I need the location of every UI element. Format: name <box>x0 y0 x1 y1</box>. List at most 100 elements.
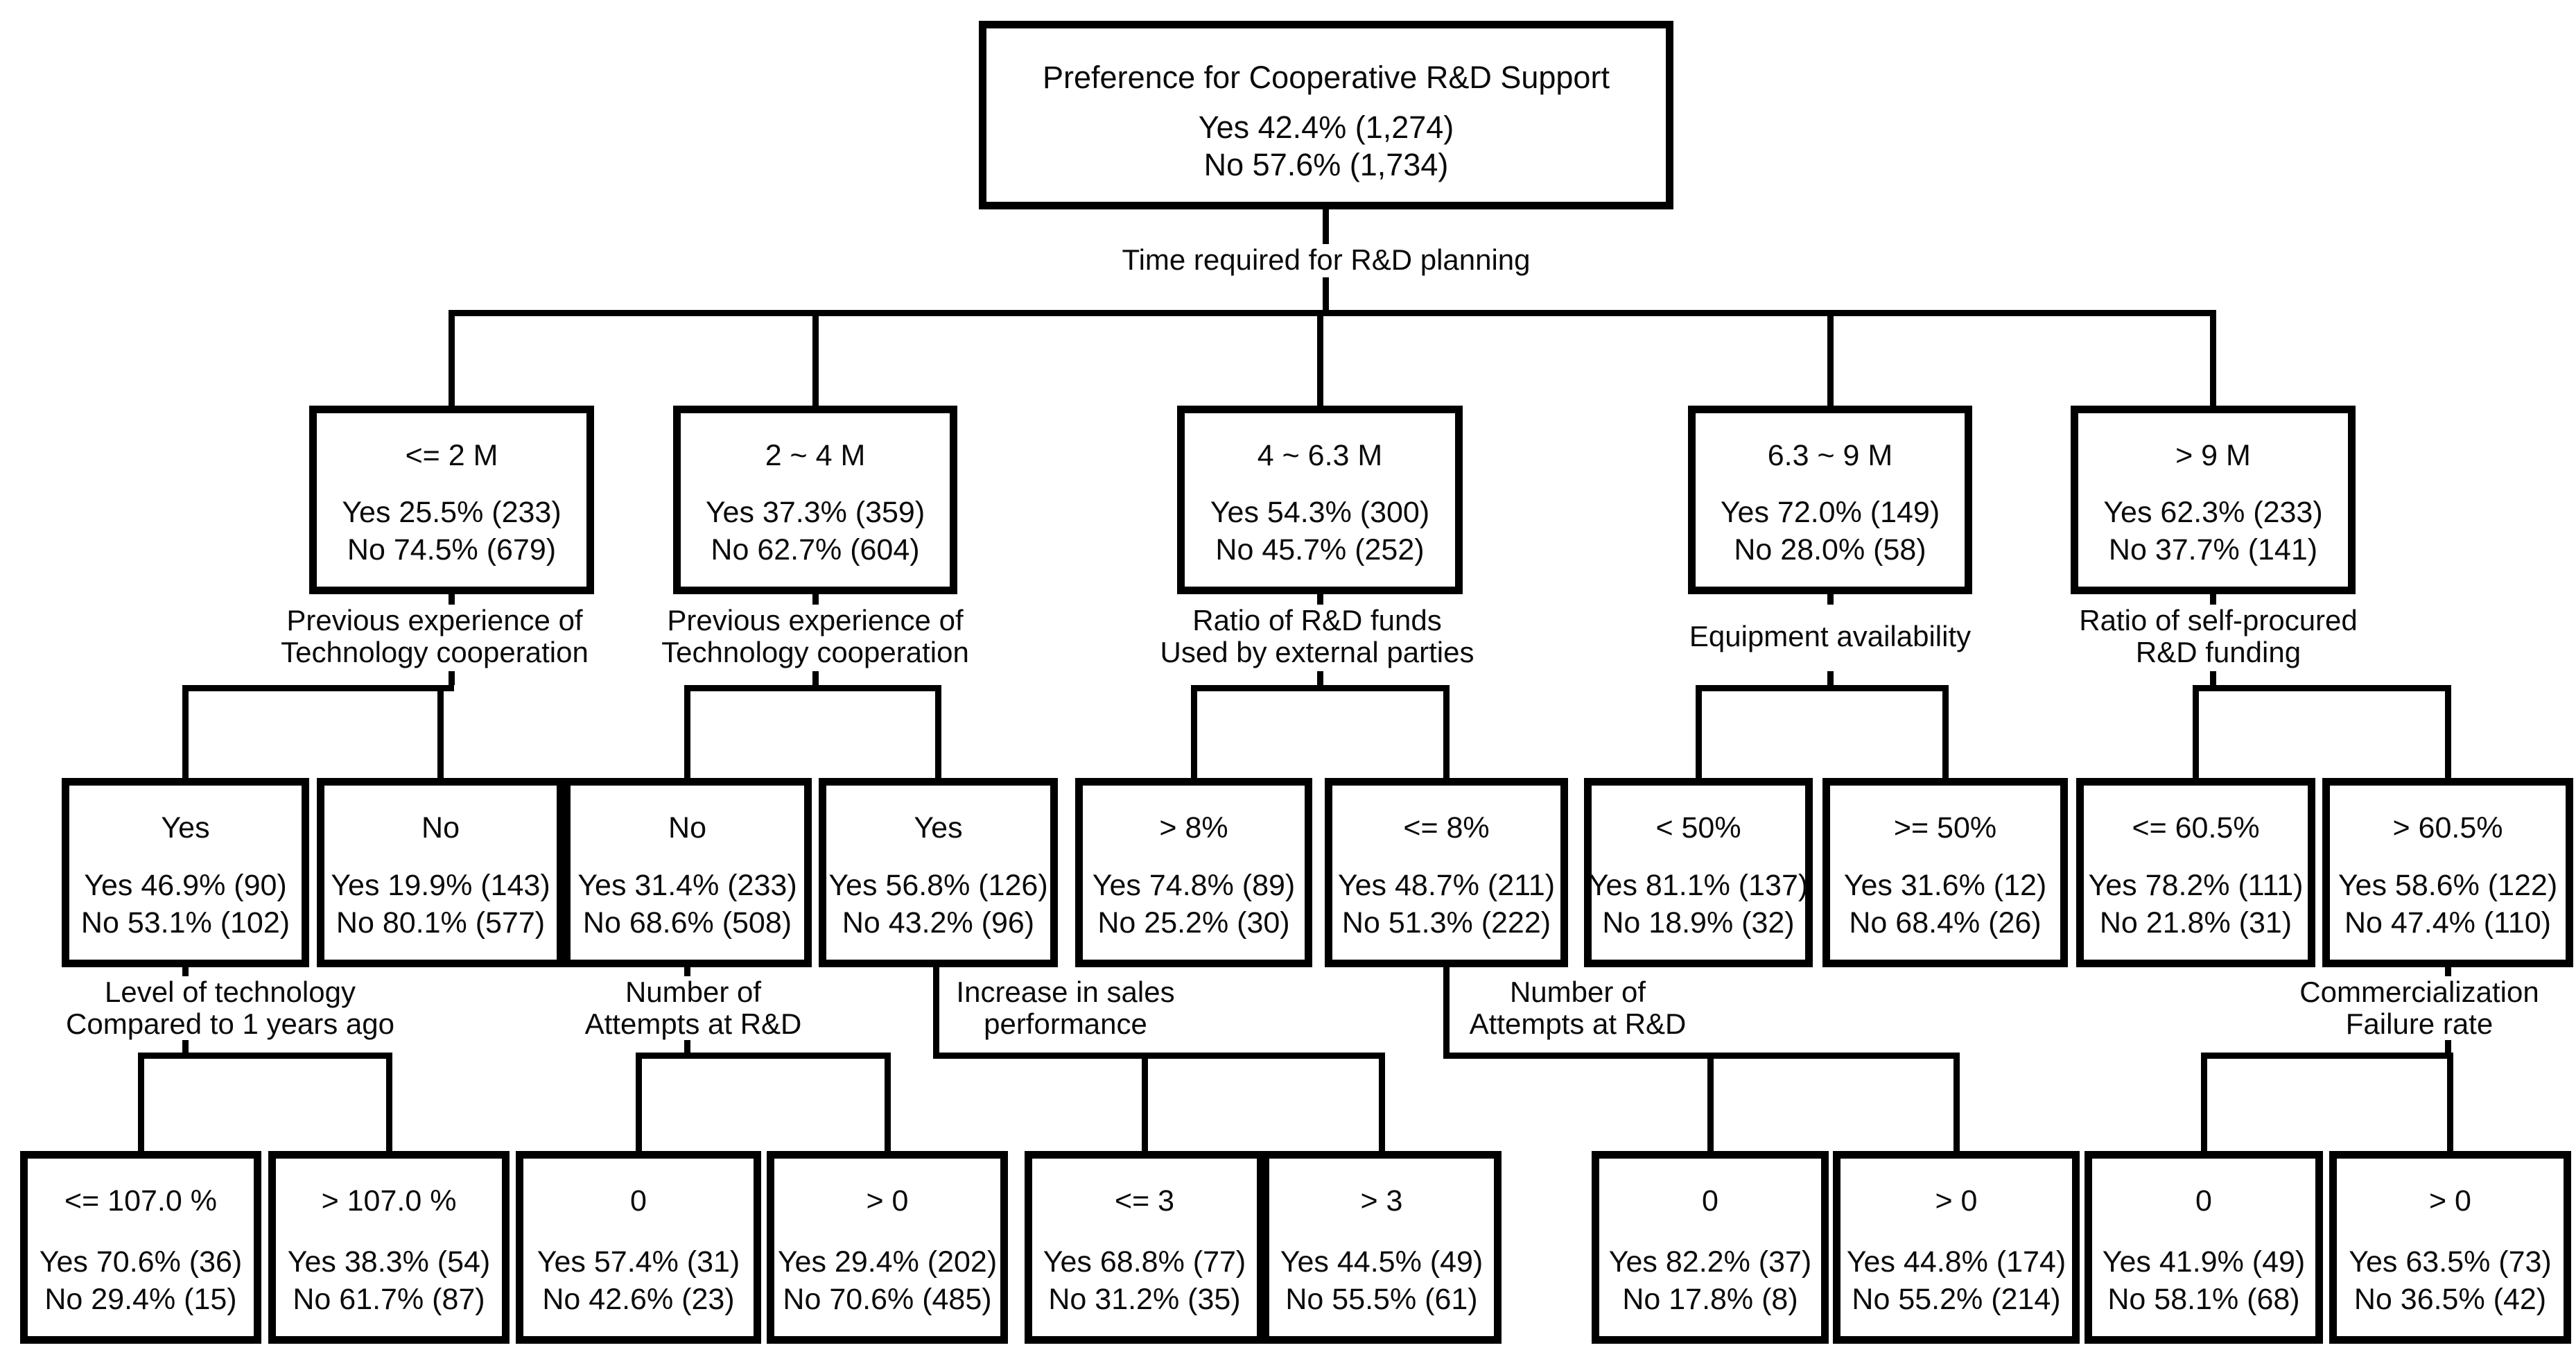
node-yes-value: Yes 62.3% (233) <box>2103 496 2323 529</box>
node-no-value: No 17.8% (8) <box>1622 1283 1798 1316</box>
tree-node: > 3 Yes 44.5% (49) No 55.5% (61) <box>1262 1151 1502 1344</box>
node-no-value: No 62.7% (604) <box>711 533 920 566</box>
node-title: 0 <box>1702 1184 1718 1218</box>
connector-line <box>1443 1053 1959 1059</box>
connector-line <box>138 1053 144 1151</box>
connector-line <box>2201 1053 2453 1059</box>
connector-line <box>812 671 819 685</box>
node-title: 4 ~ 6.3 M <box>1257 439 1383 472</box>
connector-line <box>2210 594 2216 605</box>
split-label-line: Technology cooperation <box>661 636 969 668</box>
connector-line <box>2193 685 2199 778</box>
split-label-line: Level of technology <box>105 976 356 1008</box>
tree-node: > 60.5% Yes 58.6% (122) No 47.4% (110) <box>2322 778 2573 967</box>
connector-line <box>2201 1053 2207 1151</box>
split-label-self-procured: Ratio of self-procured R&D funding <box>2079 605 2358 668</box>
connector-line <box>812 310 819 406</box>
node-yes-value: Yes 57.4% (31) <box>537 1245 740 1279</box>
split-label-line: Attempts at R&D <box>1469 1007 1687 1040</box>
node-title: 0 <box>630 1184 647 1218</box>
tree-node: > 9 M Yes 62.3% (233) No 37.7% (141) <box>2071 406 2356 594</box>
connector-line <box>684 685 690 778</box>
node-title: < 50% <box>1655 811 1741 845</box>
tree-node: > 0 Yes 29.4% (202) No 70.6% (485) <box>767 1151 1008 1344</box>
node-no-value: No 29.4% (15) <box>44 1283 237 1316</box>
node-yes-value: Yes 29.4% (202) <box>777 1245 998 1279</box>
split-label-line: Ratio of self-procured <box>2079 604 2358 637</box>
node-title: No <box>421 811 460 845</box>
split-label-line: Increase in sales <box>956 976 1175 1008</box>
connector-line <box>1827 310 1834 406</box>
tree-node: 2 ~ 4 M Yes 37.3% (359) No 62.7% (604) <box>673 406 957 594</box>
connector-line <box>684 685 941 691</box>
node-yes-value: Yes 58.6% (122) <box>2338 869 2558 902</box>
tree-node: Yes Yes 46.9% (90) No 53.1% (102) <box>62 778 309 967</box>
node-no-value: No 53.1% (102) <box>80 906 290 940</box>
node-yes-value: Yes 78.2% (111) <box>2088 869 2304 902</box>
tree-node: No Yes 19.9% (143) No 80.1% (577) <box>317 778 564 967</box>
node-title: <= 107.0 % <box>64 1184 217 1218</box>
connector-line <box>2447 1053 2453 1151</box>
node-no-value: No 74.5% (679) <box>347 533 557 566</box>
node-title: > 0 <box>1935 1184 1978 1218</box>
node-title: Preference for Cooperative R&D Support <box>1043 60 1610 95</box>
node-no-value: No 25.2% (30) <box>1097 906 1290 940</box>
connector-line <box>684 967 690 976</box>
node-yes-value: Yes 63.5% (73) <box>2349 1245 2552 1279</box>
connector-line <box>1696 685 1948 691</box>
node-title: No <box>668 811 706 845</box>
connector-line <box>437 685 444 778</box>
split-label-attempts: Number of Attempts at R&D <box>585 976 802 1040</box>
node-yes-value: Yes 31.6% (12) <box>1843 869 2047 902</box>
connector-line <box>182 967 189 976</box>
node-yes-value: Yes 54.3% (300) <box>1210 496 1430 529</box>
tree-node: <= 3 Yes 68.8% (77) No 31.2% (35) <box>1025 1151 1264 1344</box>
node-no-value: No 45.7% (252) <box>1215 533 1425 566</box>
connector-line <box>138 1053 392 1059</box>
node-title: Yes <box>161 811 210 845</box>
node-no-value: No 61.7% (87) <box>293 1283 485 1316</box>
node-yes-value: Yes 70.6% (36) <box>39 1245 243 1279</box>
split-label-line: Number of <box>1509 976 1646 1008</box>
node-no-value: No 36.5% (42) <box>2353 1283 2547 1316</box>
tree-node-root: Preference for Cooperative R&D Support Ye… <box>979 21 1673 209</box>
node-title: <= 8% <box>1403 811 1490 845</box>
connector-line <box>1443 967 1450 1056</box>
node-no-value: No 21.8% (31) <box>2099 906 2292 940</box>
node-title: > 0 <box>866 1184 909 1218</box>
connector-line <box>935 685 941 778</box>
node-no-value: No 57.6% (1,734) <box>1203 147 1449 182</box>
connector-line <box>1942 685 1949 778</box>
tree-node: > 0 Yes 63.5% (73) No 36.5% (42) <box>2329 1151 2571 1344</box>
tree-node: 6.3 ~ 9 M Yes 72.0% (149) No 28.0% (58) <box>1688 406 1972 594</box>
connector-line <box>449 594 455 605</box>
connector-line <box>684 1040 690 1053</box>
node-title: Yes <box>914 811 963 845</box>
node-yes-value: Yes 25.5% (233) <box>342 496 562 529</box>
connector-line <box>1323 277 1329 310</box>
node-title: <= 3 <box>1114 1184 1175 1218</box>
connector-line <box>1696 685 1702 778</box>
tree-node: No Yes 31.4% (233) No 68.6% (508) <box>563 778 812 967</box>
tree-node: > 8% Yes 74.8% (89) No 25.2% (30) <box>1075 778 1312 967</box>
node-no-value: No 55.2% (214) <box>1852 1283 2061 1316</box>
node-no-value: No 80.1% (577) <box>336 906 546 940</box>
connector-line <box>1379 1053 1385 1151</box>
tree-node: 4 ~ 6.3 M Yes 54.3% (300) No 45.7% (252) <box>1177 406 1463 594</box>
node-title: >= 50% <box>1893 811 1997 845</box>
connector-line <box>1317 310 1323 406</box>
connector-line <box>885 1053 891 1151</box>
connector-line <box>1323 209 1329 244</box>
node-yes-value: Yes 42.4% (1,274) <box>1198 110 1454 145</box>
split-label-line: Failure rate <box>2345 1007 2494 1040</box>
split-label-line: Number of <box>625 976 762 1008</box>
split-label-line: Attempts at R&D <box>584 1007 802 1040</box>
split-label-sales-performance: Increase in sales performance <box>956 976 1174 1040</box>
split-label-line: R&D funding <box>2135 636 2301 668</box>
split-label-line: Ratio of R&D funds <box>1192 604 1442 637</box>
tree-node: <= 2 M Yes 25.5% (233) No 74.5% (679) <box>309 406 594 594</box>
split-label-attempts: Number of Attempts at R&D <box>1470 976 1687 1040</box>
split-label-line: Previous experience of <box>667 604 964 637</box>
node-yes-value: Yes 74.8% (89) <box>1092 869 1296 902</box>
